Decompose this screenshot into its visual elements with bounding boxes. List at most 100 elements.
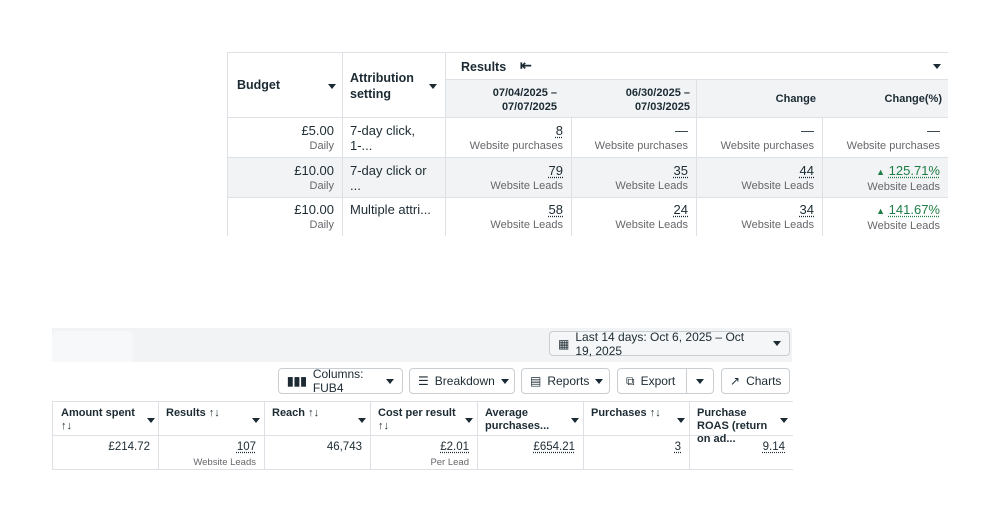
collapse-left-icon[interactable]: ⇤ [520, 57, 532, 73]
metric-value[interactable]: 141.67% [888, 202, 940, 217]
metric-value[interactable]: 107 [236, 441, 256, 453]
breakdown-icon: ☰ [418, 374, 429, 388]
header-results[interactable]: Results ⇤ [446, 52, 948, 80]
columns-icon: ▮▮▮ [287, 374, 307, 388]
date-range-picker[interactable]: ▦ Last 14 days: Oct 6, 2025 – Oct 19, 20… [549, 330, 790, 358]
table-cell: Multiple attri... [342, 197, 446, 236]
charts-button[interactable]: ↗ Charts [721, 368, 790, 394]
column-header[interactable]: Results ↑↓ [158, 401, 265, 436]
caret-down-icon[interactable] [358, 418, 366, 423]
caret-down-icon[interactable] [147, 418, 155, 423]
increase-triangle-icon: ▲ [876, 206, 886, 216]
metric-value[interactable]: 79 [548, 163, 563, 178]
table-cell: 34 Website Leads [697, 197, 823, 236]
external-link-icon: ⧉ [626, 373, 635, 388]
column-header[interactable]: Amount spent ↑↓ [52, 401, 159, 436]
table-cell: — Website purchases [571, 118, 697, 158]
table-cell: 44 Website Leads [697, 158, 823, 198]
metric-value[interactable]: 3 [674, 441, 681, 453]
table-cell: 9.14 [689, 436, 793, 470]
calendar-icon: ▦ [558, 336, 570, 351]
metric-label: Website purchases [846, 140, 940, 152]
metric-value[interactable]: £654.21 [533, 441, 575, 453]
metric-value[interactable]: 58 [548, 202, 563, 217]
metric-value: 46,743 [326, 441, 362, 453]
column-header-label: Purchases ↑↓ [591, 407, 661, 419]
column-header-label: Amount spent ↑↓ [61, 407, 135, 432]
metric-label: Website purchases [720, 140, 814, 152]
table-cell: £10.00 Daily [227, 197, 343, 236]
columns-button[interactable]: ▮▮▮ Columns: FUB4 [278, 367, 403, 395]
metric-label: Daily [309, 219, 334, 231]
attribution-value: 7-day click or ... [350, 163, 427, 193]
metric-label: Website Leads [615, 180, 688, 192]
caret-down-icon [773, 341, 781, 346]
caret-down-icon[interactable] [252, 418, 260, 423]
divider [227, 52, 948, 53]
metric-label: Website Leads [615, 219, 688, 231]
caret-down-icon[interactable] [677, 418, 685, 423]
table-cell: £10.00 Daily [227, 158, 343, 198]
column-header[interactable]: Cost per result ↑↓ [370, 401, 478, 436]
table-cell: £5.00 Daily [227, 118, 343, 158]
metric-value[interactable]: 34 [799, 202, 814, 217]
table-cell: 107 Website Leads [158, 436, 265, 470]
metric-value[interactable]: 9.14 [762, 441, 785, 453]
caret-down-icon [386, 378, 394, 384]
attribution-value: Multiple attri... [350, 202, 431, 217]
header-budget[interactable]: Budget [227, 52, 343, 118]
metric-label: Website Leads [741, 180, 814, 192]
attribution-value: 7-day click, 1-... [350, 123, 416, 153]
column-header[interactable]: Average purchases... [477, 401, 584, 436]
table-cell: 8 Website purchases [446, 118, 572, 158]
table-cell: — Website purchases [697, 118, 823, 158]
metric-label: Website Leads [741, 219, 814, 231]
metric-label: Website Leads [490, 219, 563, 231]
export-options-button[interactable] [686, 368, 714, 394]
caret-down-icon[interactable] [465, 418, 473, 423]
metric-label: Website purchases [594, 140, 688, 152]
metric-value[interactable]: 125.71% [888, 163, 940, 178]
table-cell: 79 Website Leads [446, 158, 572, 198]
header-change[interactable]: Change [697, 80, 823, 118]
column-header[interactable]: Purchases ↑↓ [583, 401, 690, 436]
header-attribution[interactable]: Attribution setting [342, 52, 446, 118]
metric-value: — [801, 123, 814, 138]
column-header-label: Purchase ROAS (return on ad... [697, 407, 768, 445]
metric-value[interactable]: 24 [673, 202, 688, 217]
column-header-label: Reach ↑↓ [272, 407, 320, 419]
metric-value: £10.00 [294, 163, 334, 178]
metric-value[interactable]: 8 [555, 123, 563, 138]
header-date1[interactable]: 07/04/2025 – 07/07/2025 [446, 80, 572, 118]
table-cell: — Website purchases [822, 118, 948, 158]
caret-down-icon[interactable] [429, 84, 437, 89]
metric-value[interactable]: 35 [673, 163, 688, 178]
metric-label: Per Lead [430, 457, 469, 468]
breakdown-button[interactable]: ☰ Breakdown [409, 368, 515, 394]
tab[interactable] [52, 331, 133, 362]
export-button[interactable]: ⧉ Export [617, 368, 687, 394]
metric-value[interactable]: 44 [799, 163, 814, 178]
column-header[interactable]: Reach ↑↓ [264, 401, 371, 436]
metric-label: Website Leads [867, 181, 940, 193]
header-change-pct[interactable]: Change(%) [822, 80, 948, 118]
metric-value: — [927, 123, 940, 138]
reports-icon: ▤ [530, 374, 542, 388]
caret-down-icon[interactable] [328, 84, 336, 89]
caret-down-icon[interactable] [571, 418, 579, 423]
metric-label: Website purchases [469, 140, 563, 152]
column-header[interactable]: Purchase ROAS (return on ad... [689, 401, 793, 445]
table-cell: 24 Website Leads [571, 197, 697, 236]
header-date2[interactable]: 06/30/2025 – 07/03/2025 [571, 80, 697, 118]
column-header-label: Cost per result ↑↓ [378, 407, 456, 432]
metric-value[interactable]: £2.01 [440, 441, 469, 453]
metric-label: Daily [309, 140, 334, 152]
reports-button[interactable]: ▤ Reports [521, 368, 610, 394]
caret-down-icon[interactable] [933, 64, 941, 69]
caret-down-icon[interactable] [780, 418, 788, 423]
metric-label: Website Leads [193, 457, 256, 468]
metric-value: £5.00 [301, 123, 334, 138]
caret-down-icon [500, 378, 509, 384]
metric-value: £10.00 [294, 202, 334, 217]
table-cell: 3 [583, 436, 690, 470]
